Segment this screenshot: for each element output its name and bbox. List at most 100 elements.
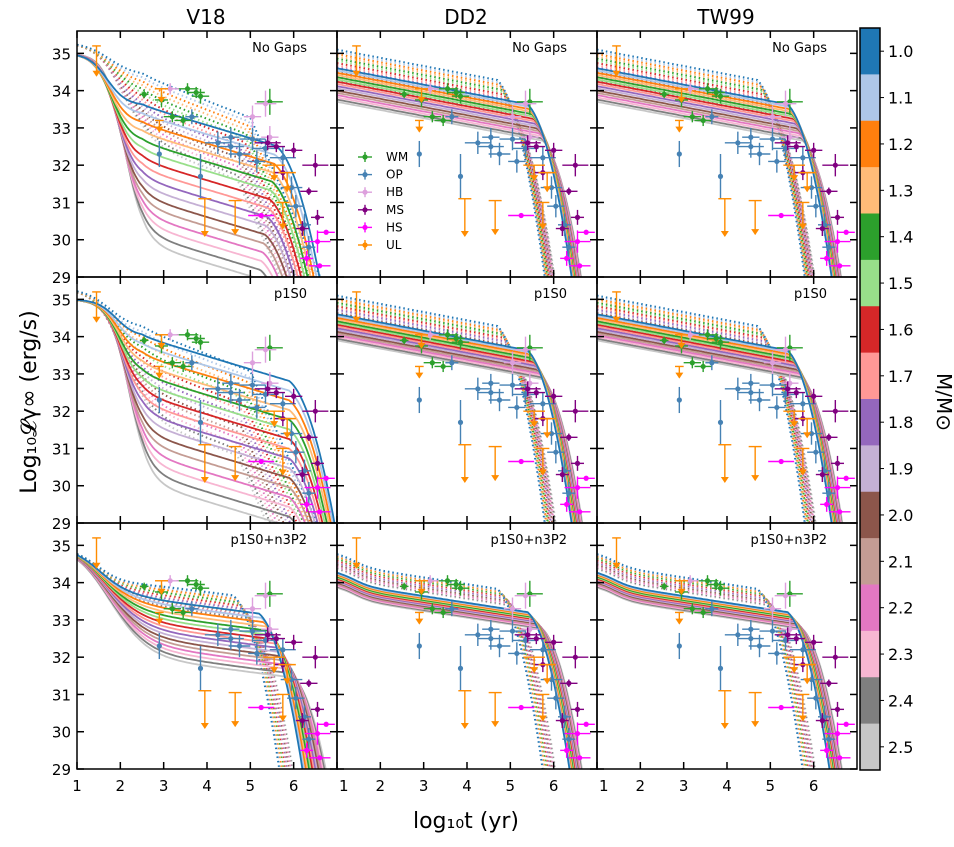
y-tick-label: 33: [52, 120, 71, 138]
data-point-WM-6: [659, 336, 669, 345]
row-title: p1S0: [794, 287, 827, 302]
data-point-OP-20: [558, 459, 571, 482]
marker: [572, 162, 578, 168]
marker: [811, 147, 817, 153]
marker: [778, 458, 784, 465]
dotted-curve-mass-1.6: [597, 559, 809, 769]
data-point-HS-36: [304, 722, 331, 745]
marker: [717, 665, 724, 671]
marker: [401, 91, 407, 97]
marker: [453, 89, 459, 96]
marker: [262, 101, 269, 107]
data-point-WM-5: [191, 334, 210, 350]
legend-item-ul: UL: [358, 238, 402, 252]
arrow-head: [751, 721, 760, 728]
arrow-head: [460, 231, 469, 237]
curves: [77, 537, 335, 769]
marker: [475, 632, 481, 638]
data-point-WM-3: [163, 357, 181, 369]
data-point-HS-37: [577, 721, 595, 727]
solid-curve-mass-1.5: [77, 54, 306, 277]
marker: [551, 639, 557, 645]
marker: [304, 747, 310, 753]
marker: [249, 360, 256, 366]
marker: [306, 244, 312, 250]
x-tick-label: 2: [636, 777, 646, 795]
marker: [713, 335, 719, 342]
legend-item-wm: WM: [358, 150, 408, 164]
dotted-curve-mass-1.5: [77, 291, 302, 523]
data-point-OP-19: [508, 150, 526, 173]
marker: [793, 389, 799, 396]
arrow-head: [415, 126, 424, 133]
solid-curve-mass-1.5: [77, 555, 312, 769]
data-point-MS-32: [820, 187, 838, 195]
data-point-MS-31: [302, 154, 329, 177]
marker: [299, 471, 305, 478]
upper-limit-0: [352, 45, 361, 77]
data-point-OP-16: [280, 176, 303, 199]
data-point-HS-37: [317, 475, 335, 481]
data-point-HB-26: [521, 372, 539, 395]
upper-limit-2: [675, 365, 684, 379]
colorbar-swatch-1.3: [860, 167, 880, 214]
data-point-HS-38: [308, 263, 331, 269]
marker: [717, 585, 724, 591]
solid-curve-mass-1.0: [597, 313, 833, 523]
marker: [787, 134, 793, 140]
marker: [769, 382, 776, 388]
data-point-HB-25: [514, 336, 537, 363]
data-point-WM-5: [711, 88, 730, 104]
upper-limit-3: [458, 444, 472, 483]
upper-limit-0: [92, 537, 101, 569]
data-point-OP-18: [742, 127, 760, 147]
data-point-WM-6: [399, 582, 409, 591]
marker: [717, 419, 724, 425]
data-point-WM-5: [451, 88, 470, 104]
legend-marker: [362, 172, 368, 178]
marker: [687, 578, 693, 584]
marker: [826, 680, 832, 686]
dotted-curve-mass-2.2: [77, 291, 279, 523]
data-point-WM-4: [694, 360, 712, 373]
marker: [774, 158, 780, 165]
data-point-OP-15: [529, 392, 556, 415]
marker: [273, 635, 279, 642]
data-point-OP-13: [239, 619, 266, 643]
marker: [401, 337, 407, 343]
arrow-head: [155, 372, 164, 379]
data-point-MS-34: [295, 467, 309, 482]
data-point-MS-28: [527, 140, 545, 153]
arrow-head: [790, 175, 799, 182]
observations: [352, 291, 595, 515]
arrow-head: [675, 372, 684, 379]
upper-limit-2: [675, 611, 684, 625]
marker: [813, 695, 819, 701]
data-point-HB-24: [243, 105, 262, 128]
marker: [756, 643, 763, 649]
data-point-OP-9: [197, 400, 204, 445]
legend-label: HB: [386, 185, 403, 199]
marker: [440, 363, 446, 370]
marker: [566, 736, 572, 742]
upper-limit-5: [263, 656, 285, 674]
x-tick-label: 3: [159, 777, 169, 795]
arrow-head: [751, 229, 760, 236]
upper-limit-1: [675, 88, 688, 103]
marker: [559, 225, 565, 232]
colorbar-tick-label: 2.3: [888, 645, 913, 664]
marker: [457, 93, 464, 99]
dotted-curve-mass-2.1: [337, 564, 553, 769]
marker: [522, 593, 529, 599]
marker: [518, 458, 524, 465]
solid-curve-mass-1.4: [77, 555, 310, 769]
upper-limit-3: [198, 444, 212, 483]
data-point-OP-19: [248, 150, 266, 173]
panel-r2-c2: p1S0+n3P2 1 2 3 4 5 6: [596, 522, 858, 795]
upper-limit-7: [536, 693, 550, 722]
data-point-HS-38: [828, 509, 851, 515]
data-point-MS-33: [311, 209, 324, 225]
marker: [553, 695, 559, 701]
marker: [819, 471, 825, 478]
upper-limit-3: [458, 198, 472, 237]
